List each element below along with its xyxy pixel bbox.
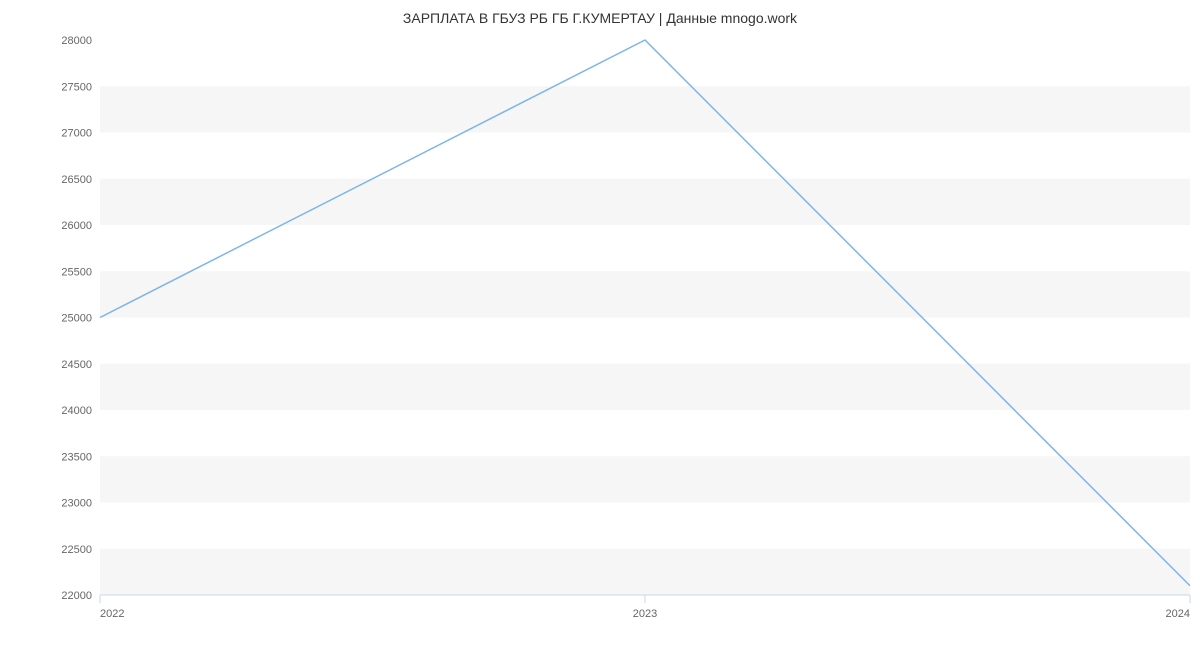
y-tick-label: 23000 xyxy=(61,498,92,510)
grid-band xyxy=(100,456,1190,502)
x-tick-label: 2024 xyxy=(1166,608,1190,620)
y-tick-label: 24000 xyxy=(61,405,92,417)
y-tick-label: 22000 xyxy=(61,590,92,602)
chart-svg: 22000 22500 23000 23500 24000 24500 25000 25500… xyxy=(0,0,1200,650)
x-tick-label: 2022 xyxy=(100,608,124,620)
grid-band xyxy=(100,549,1190,595)
y-tick-label: 23500 xyxy=(61,451,92,463)
y-tick-label: 26500 xyxy=(61,174,92,186)
grid-band xyxy=(100,86,1190,132)
y-tick-label: 27000 xyxy=(61,128,92,140)
y-tick-label: 25500 xyxy=(61,266,92,278)
salary-line-chart: ЗАРПЛАТА В ГБУЗ РБ ГБ Г.КУМЕРТАУ | Данны… xyxy=(0,0,1200,650)
grid-band xyxy=(100,179,1190,225)
x-tick-label: 2023 xyxy=(633,608,657,620)
y-tick-label: 22500 xyxy=(61,544,92,556)
grid-band xyxy=(100,271,1190,317)
y-tick-label: 25000 xyxy=(61,313,92,325)
grid-band xyxy=(100,364,1190,410)
y-tick-label: 26000 xyxy=(61,220,92,232)
y-tick-label: 27500 xyxy=(61,81,92,93)
y-tick-label: 24500 xyxy=(61,359,92,371)
y-tick-label: 28000 xyxy=(61,35,92,47)
